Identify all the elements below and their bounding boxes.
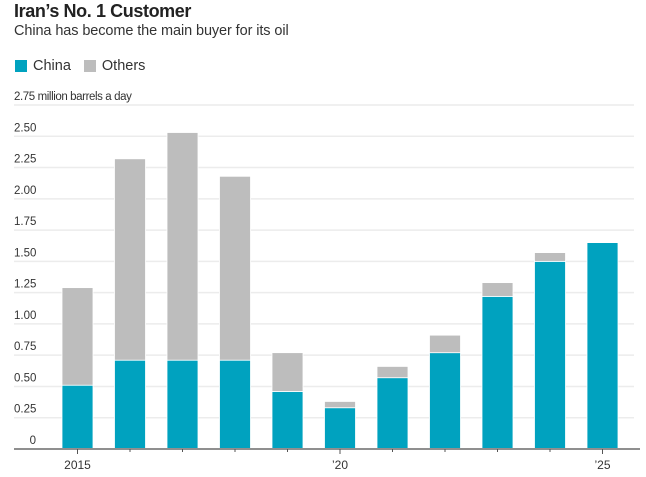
bar-segment-china [429,352,461,450]
bar-segment-others [534,252,566,262]
legend: China Others [15,58,158,74]
y-tick-label: 1.50 [14,247,36,259]
bar-segment-china [376,377,409,450]
bar-segment-china [481,295,514,450]
legend-swatch-others [83,60,96,72]
y-axis-labels: 0 0.25 0.50 0.75 1.00 1.25 1.50 1.75 2.00 2.25 2.5… [14,91,132,447]
y-tick-label: 1.00 [14,310,36,322]
bar-segment-others [429,334,461,354]
bar-segment-china [586,242,619,450]
bar-segment-china [219,359,251,450]
legend-item-china: China [15,58,71,74]
bar-segment-others [324,401,356,409]
bar-segment-others [271,352,304,392]
y-tick-label: 0.25 [14,404,36,416]
bar-segment-china [61,384,94,450]
x-tick-label: 2015 [64,458,91,472]
y-tick-label: 2.25 [14,154,36,166]
bar-segment-others [376,366,409,379]
y-tick-label: 0.75 [14,341,36,353]
y-tick-label: 1.75 [14,216,36,228]
y-tick-label: 0.50 [14,372,36,384]
bar-segment-others [166,132,199,361]
legend-label-others: Others [101,58,146,74]
bar-segment-others [481,282,514,297]
chart-title: Iran’s No. 1 Customer [14,1,191,21]
bar-segment-china [114,359,146,450]
bar-segment-china [271,391,304,450]
chart-subtitle: China has become the main buyer for its … [14,23,289,39]
x-tick-label: ’20 [332,458,348,472]
legend-swatch-china [15,60,27,72]
y-tick-label: 0 [30,435,36,447]
bars [61,132,619,450]
bar-segment-others [114,158,146,361]
x-tick-label: ’25 [594,458,610,472]
legend-item-others: Others [83,58,146,74]
y-axis-unit-label: 2.75 million barrels a day [14,91,132,103]
bar-segment-china [534,260,566,450]
y-tick-label: 1.25 [14,279,36,291]
bar-segment-china [166,359,199,450]
bar-segment-china [324,407,356,450]
y-tick-label: 2.50 [14,122,36,134]
bar-segment-others [219,175,251,361]
legend-label-china: China [33,58,71,74]
y-tick-label: 2.00 [14,185,36,197]
bar-segment-others [61,287,94,386]
x-axis: 2015 ’20 ’25 [14,448,640,472]
